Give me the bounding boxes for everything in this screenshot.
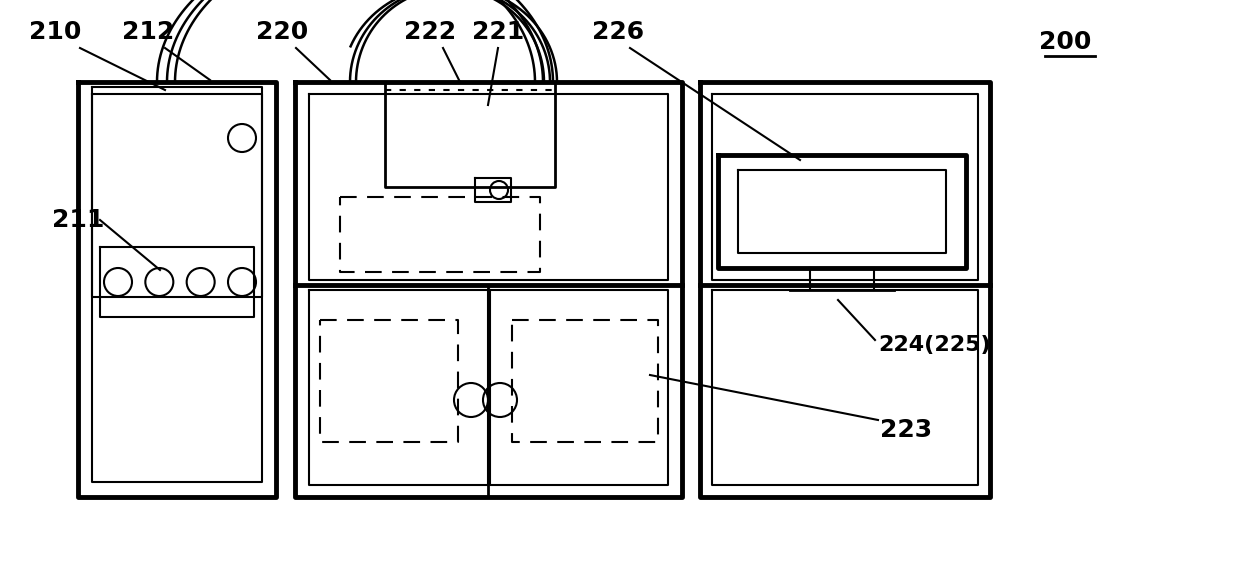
- Text: 200: 200: [1039, 30, 1091, 54]
- Text: 226: 226: [591, 20, 644, 44]
- Text: 211: 211: [52, 208, 104, 232]
- Text: 221: 221: [472, 20, 525, 44]
- Text: 220: 220: [255, 20, 308, 44]
- Text: 210: 210: [29, 20, 81, 44]
- Text: 223: 223: [880, 418, 932, 442]
- Text: 224(225): 224(225): [878, 335, 991, 355]
- Text: 222: 222: [404, 20, 456, 44]
- Text: 212: 212: [122, 20, 174, 44]
